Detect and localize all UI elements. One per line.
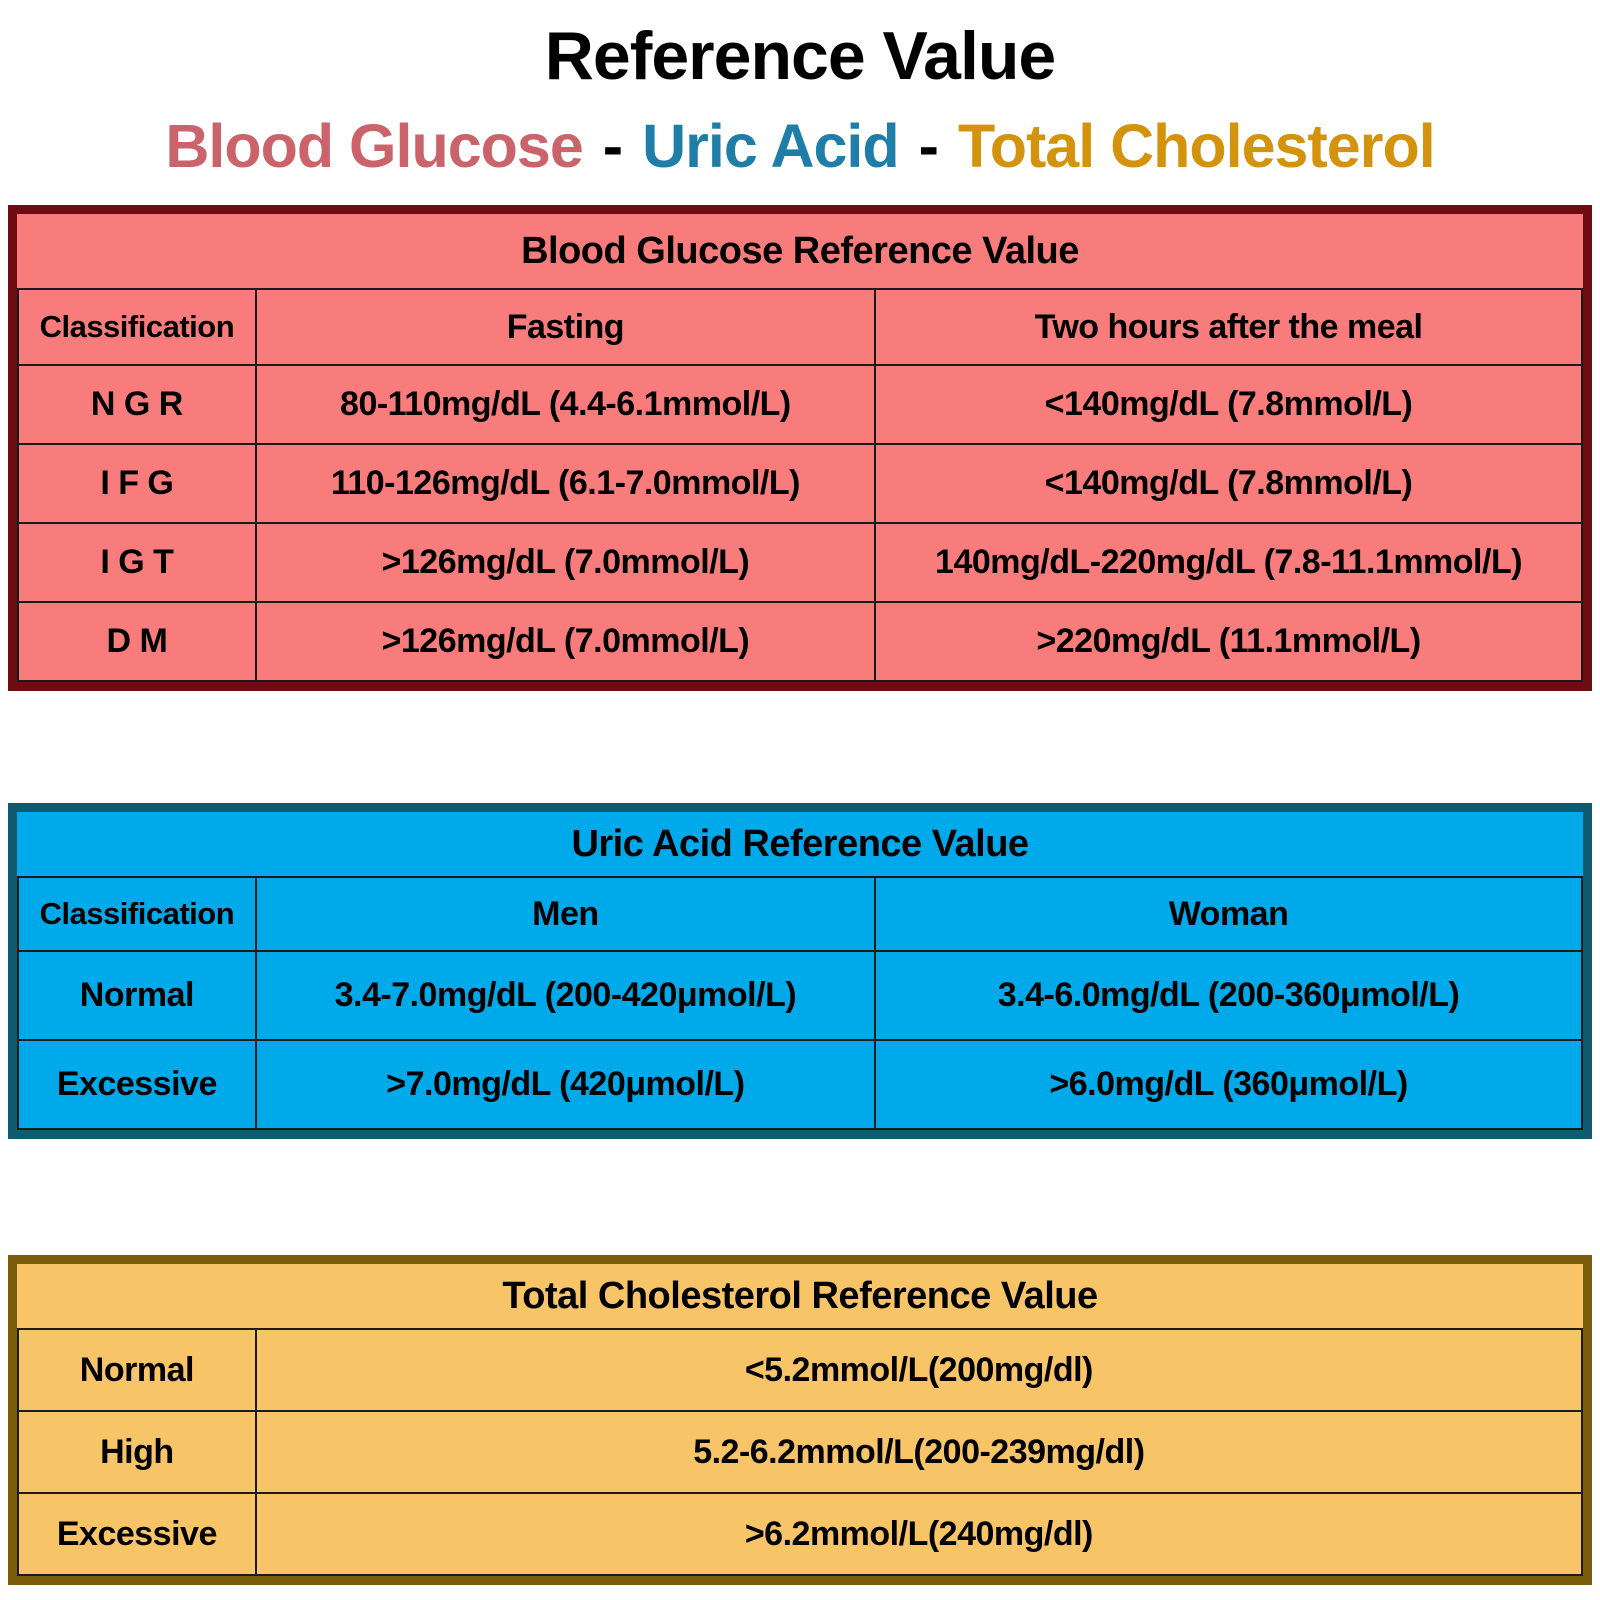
table-row: Excessive >6.2mmol/L(240mg/dl) (17, 1492, 1584, 1576)
excessive-cholesterol-value: >6.2mmol/L(240mg/dl) (254, 1492, 1584, 1576)
subtitle: Blood Glucose - Uric Acid - Total Cholestero… (0, 116, 1600, 177)
subtitle-separator: - (602, 112, 623, 180)
igt-fasting-value: >126mg/dL (7.0mmol/L) (254, 522, 877, 603)
table-row: Classification Fasting Two hours after t… (17, 288, 1583, 366)
table-row: High 5.2-6.2mmol/L(200-239mg/dl) (17, 1410, 1584, 1494)
blood-glucose-table-title: Blood Glucose Reference Value (18, 214, 1582, 290)
column-header-woman: Woman (874, 876, 1583, 952)
excessive-woman-value: >6.0mg/dL (360μmol/L) (874, 1039, 1583, 1130)
subtitle-uric-acid: Uric Acid (642, 112, 900, 180)
table-row: N G R 80-110mg/dL (4.4-6.1mmol/L) <140mg… (17, 364, 1583, 445)
table-row: Normal 3.4-7.0mg/dL (200-420μmol/L) 3.4-… (17, 950, 1583, 1041)
normal-cholesterol-value: <5.2mmol/L(200mg/dl) (254, 1328, 1584, 1412)
column-header-fasting: Fasting (254, 288, 877, 366)
column-header-two-hours: Two hours after the meal (874, 288, 1583, 366)
normal-men-value: 3.4-7.0mg/dL (200-420μmol/L) (254, 950, 877, 1041)
high-cholesterol-value: 5.2-6.2mmol/L(200-239mg/dl) (254, 1410, 1584, 1494)
excessive-men-value: >7.0mg/dL (420μmol/L) (254, 1039, 877, 1130)
table-row: D M >126mg/dL (7.0mmol/L) >220mg/dL (11.… (17, 601, 1583, 682)
ifg-fasting-value: 110-126mg/dL (6.1-7.0mmol/L) (254, 443, 877, 524)
column-header-classification: Classification (17, 876, 257, 952)
ngr-after-meal-value: <140mg/dL (7.8mmol/L) (874, 364, 1583, 445)
table-row: I G T >126mg/dL (7.0mmol/L) 140mg/dL-220… (17, 522, 1583, 603)
row-label-normal: Normal (17, 1328, 257, 1412)
table-row: Classification Men Woman (17, 876, 1583, 952)
table-row: Uric Acid Reference Value (18, 812, 1582, 878)
total-cholesterol-table: Total Cholesterol Reference Value Normal… (8, 1255, 1592, 1585)
row-label-normal: Normal (17, 950, 257, 1041)
subtitle-total-cholesterol: Total Cholesterol (957, 112, 1436, 180)
subtitle-blood-glucose: Blood Glucose (165, 112, 583, 180)
row-label-ifg: I F G (17, 443, 257, 524)
column-header-men: Men (254, 876, 877, 952)
table-row: Blood Glucose Reference Value (18, 214, 1582, 290)
dm-fasting-value: >126mg/dL (7.0mmol/L) (254, 601, 877, 682)
uric-acid-table: Uric Acid Reference Value Classification… (8, 803, 1592, 1139)
page-title: Reference Value (544, 18, 1056, 94)
table-row: Normal <5.2mmol/L(200mg/dl) (17, 1328, 1584, 1412)
uric-acid-table-title: Uric Acid Reference Value (18, 812, 1582, 878)
total-cholesterol-table-title: Total Cholesterol Reference Value (18, 1264, 1582, 1330)
column-header-classification: Classification (17, 288, 257, 366)
table-row: Excessive >7.0mg/dL (420μmol/L) >6.0mg/d… (17, 1039, 1583, 1130)
row-label-ngr: N G R (17, 364, 257, 445)
subtitle-separator: - (918, 112, 939, 180)
normal-woman-value: 3.4-6.0mg/dL (200-360μmol/L) (874, 950, 1583, 1041)
row-label-high: High (17, 1410, 257, 1494)
ngr-fasting-value: 80-110mg/dL (4.4-6.1mmol/L) (254, 364, 877, 445)
table-row: Total Cholesterol Reference Value (18, 1264, 1582, 1330)
igt-after-meal-value: 140mg/dL-220mg/dL (7.8-11.1mmol/L) (874, 522, 1583, 603)
blood-glucose-table: Blood Glucose Reference Value Classifica… (8, 205, 1592, 691)
dm-after-meal-value: >220mg/dL (11.1mmol/L) (874, 601, 1583, 682)
row-label-igt: I G T (17, 522, 257, 603)
row-label-excessive: Excessive (17, 1492, 257, 1576)
row-label-dm: D M (17, 601, 257, 682)
table-row: I F G 110-126mg/dL (6.1-7.0mmol/L) <140m… (17, 443, 1583, 524)
row-label-excessive: Excessive (17, 1039, 257, 1130)
ifg-after-meal-value: <140mg/dL (7.8mmol/L) (874, 443, 1583, 524)
